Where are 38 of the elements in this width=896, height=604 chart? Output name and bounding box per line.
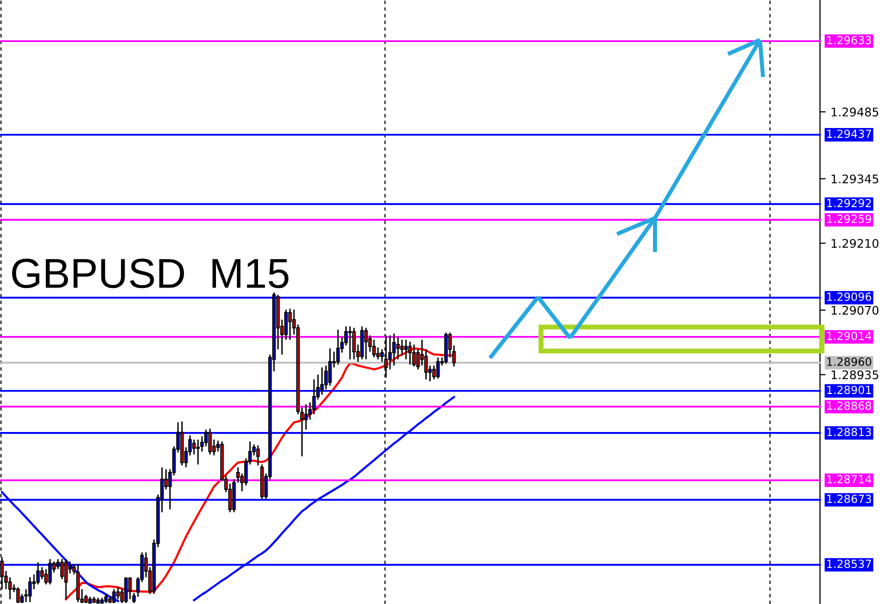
candlestick bbox=[124, 576, 128, 604]
ref-line-label: 1.28714 bbox=[827, 475, 872, 484]
y-tick-label: 1.29485 bbox=[832, 108, 878, 116]
y-tick-label: 1.29210 bbox=[832, 238, 878, 248]
ref-line-label: 1.29292 bbox=[827, 198, 871, 208]
ref-line-label: 1.29437 bbox=[827, 130, 871, 138]
y-tick-label: 1.28935 bbox=[832, 370, 878, 380]
y-tick-label: 1.29070 bbox=[832, 306, 878, 315]
ref-line-label: 1.28537 bbox=[827, 560, 871, 568]
candlestick bbox=[16, 586, 20, 604]
candlestick bbox=[352, 327, 356, 360]
y-tick-label: 1.29345 bbox=[832, 174, 878, 184]
ref-line-label: 1.28901 bbox=[827, 386, 871, 394]
candlestick bbox=[328, 348, 332, 386]
candlestick bbox=[436, 356, 440, 380]
candlestick bbox=[392, 332, 396, 366]
candlestick bbox=[196, 438, 200, 466]
ref-line-label: 1.28673 bbox=[827, 494, 872, 504]
candlestick bbox=[208, 428, 212, 456]
candlestick bbox=[256, 444, 260, 466]
candlestick bbox=[336, 329, 340, 366]
ref-line-label: 1.29096 bbox=[827, 292, 872, 301]
text: GBPUSD M15 bbox=[12, 258, 288, 288]
candlestick bbox=[288, 308, 292, 340]
ref-line-label: 1.29259 bbox=[827, 214, 872, 224]
ref-line-label: 1.29014 bbox=[827, 332, 872, 340]
ref-line-label: 1.28960 bbox=[827, 358, 872, 366]
candlestick bbox=[364, 327, 368, 360]
candlestick bbox=[348, 326, 352, 360]
ref-line-label: 1.28813 bbox=[827, 428, 872, 436]
ref-line-label: 1.29633 bbox=[827, 36, 872, 44]
ref-line-label: 1.28868 bbox=[827, 401, 872, 410]
candlestick bbox=[60, 558, 64, 580]
candlestick bbox=[28, 576, 32, 603]
candlestick bbox=[372, 339, 376, 358]
candlestick bbox=[304, 404, 308, 430]
candlestick bbox=[432, 364, 436, 380]
candlestick bbox=[404, 339, 408, 360]
